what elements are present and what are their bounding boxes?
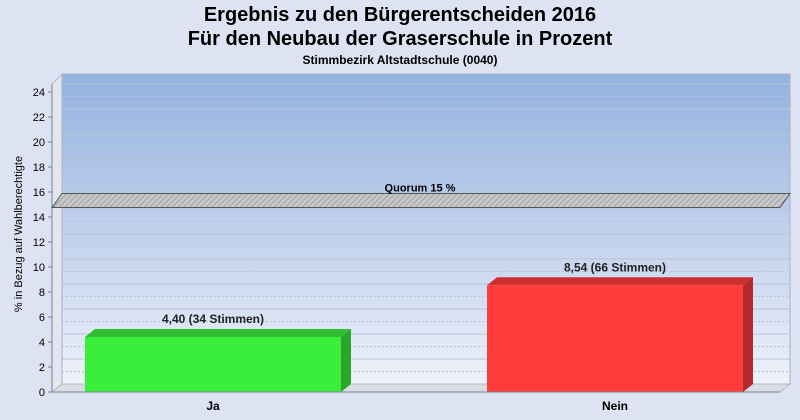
chart-district-subtitle: Stimmbezirk Altstadtschule (0040) xyxy=(302,53,498,67)
y-tick-label: 2 xyxy=(39,362,45,374)
bar-top-nein xyxy=(487,277,753,286)
quorum-band: Quorum 15 % xyxy=(51,183,791,208)
y-tick-label: 6 xyxy=(39,312,45,324)
bar-ja xyxy=(85,337,341,392)
y-tick-label: 8 xyxy=(39,287,45,299)
y-tick-label: 4 xyxy=(39,337,45,349)
y-tick-label: 20 xyxy=(33,137,45,149)
x-axis: Ja Nein xyxy=(52,391,780,413)
bar-nein xyxy=(487,285,743,392)
bar-top-ja xyxy=(85,329,351,337)
y-tick-label: 10 xyxy=(33,262,45,274)
bar-side-nein xyxy=(743,277,753,392)
y-tick-label: 0 xyxy=(39,387,45,399)
plot-left-wall xyxy=(51,72,63,394)
y-tick-label: 24 xyxy=(33,87,45,99)
bar-side-ja xyxy=(341,329,351,392)
bars: 4,40 (34 Stimmen) 8,54 (66 Stimmen) xyxy=(85,260,753,392)
data-label: 4,40 (34 Stimmen) xyxy=(162,312,264,326)
y-axis-label: % in Bezug auf Wahlberechtigte xyxy=(13,156,25,312)
y-tick-label: 12 xyxy=(33,237,45,249)
y-tick-label: 18 xyxy=(33,162,45,174)
quorum-line xyxy=(51,193,791,208)
y-tick-label: 22 xyxy=(33,112,45,124)
y-tick-label: 14 xyxy=(33,212,45,224)
data-label: 8,54 (66 Stimmen) xyxy=(564,260,666,274)
chart-subtitle: Für den Neubau der Graserschule in Proze… xyxy=(187,28,613,50)
x-tick-label: Nein xyxy=(602,399,628,413)
y-tick-label: 16 xyxy=(33,187,45,199)
x-tick-label: Ja xyxy=(206,399,220,413)
chart-title: Ergebnis zu den Bürgerentscheiden 2016 xyxy=(203,4,597,26)
quorum-label: Quorum 15 % xyxy=(385,183,456,195)
